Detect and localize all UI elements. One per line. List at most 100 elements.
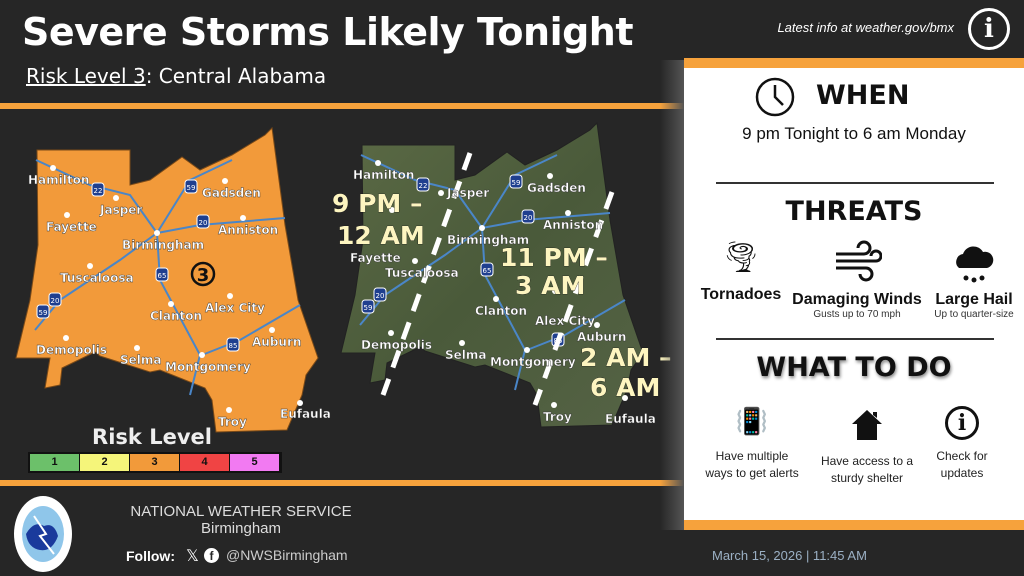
- city-label: Montgomery: [490, 355, 576, 369]
- threats-title: THREATS: [785, 196, 923, 227]
- shield-number: 20: [524, 214, 533, 222]
- interstate-shield: 59: [184, 179, 198, 194]
- todo-text: Check for: [936, 449, 988, 463]
- threat-label: Damaging Winds: [792, 291, 922, 308]
- interstate-shield: 20: [48, 292, 62, 307]
- legend-level-3: 3: [130, 454, 180, 471]
- city-label: Selma: [445, 348, 487, 362]
- info-icon[interactable]: i: [968, 8, 1010, 50]
- city-label: Auburn: [252, 335, 301, 349]
- risk-subtitle: Risk Level 3: Central Alabama: [26, 64, 326, 88]
- interstate-shield: 65: [480, 262, 494, 277]
- facebook-icon[interactable]: f: [204, 548, 219, 563]
- city-label: Hamilton: [353, 168, 414, 182]
- city-label: Eufaula: [280, 407, 331, 421]
- city-label: Alex City: [535, 314, 595, 328]
- legend-level-5: 5: [230, 454, 280, 471]
- nws-logo: [14, 496, 72, 572]
- shield-number: 65: [483, 267, 492, 275]
- city-dot: [134, 345, 140, 351]
- threat-label: Large Hail: [935, 291, 1013, 308]
- shield-number: 59: [512, 179, 521, 187]
- shield-number: 22: [94, 187, 103, 195]
- city-dot: [479, 225, 485, 231]
- todo-text: Have multiple: [715, 449, 789, 463]
- city-dot: [222, 178, 228, 184]
- city-label: Jasper: [446, 186, 489, 200]
- city-dot: [297, 400, 303, 406]
- city-dot: [168, 301, 174, 307]
- divider: [716, 338, 994, 340]
- threat-winds: Damaging Winds Gusts up to 70 mph: [786, 240, 928, 320]
- city-label: Montgomery: [165, 360, 251, 374]
- city-label: Troy: [218, 415, 247, 429]
- org-name: NATIONAL WEATHER SERVICE: [130, 503, 352, 520]
- shield-number: 20: [51, 297, 60, 305]
- city-label: Eufaula: [605, 412, 656, 426]
- tornado-icon: 🌪: [721, 241, 761, 274]
- legend-level-2: 2: [80, 454, 130, 471]
- threat-label: Tornadoes: [700, 286, 782, 303]
- city-label: Anniston: [543, 218, 603, 232]
- window-2-start: 11 PM –: [500, 243, 608, 272]
- office-name: Birmingham: [200, 520, 282, 537]
- city-dot: [594, 322, 600, 328]
- legend-level-4: 4: [180, 454, 230, 471]
- city-label: Hamilton: [28, 173, 89, 187]
- window-3-end: 6 AM: [590, 373, 660, 402]
- window-2-end: 3 AM: [515, 271, 585, 300]
- phone-alert-icon: 📳: [735, 406, 769, 436]
- todo-shelter: Have access to a sturdy shelter: [812, 406, 922, 487]
- risk-level-label: Risk Level 3: [26, 64, 146, 88]
- divider: [0, 480, 684, 486]
- city-dot: [226, 407, 232, 413]
- info-icon: i: [945, 406, 979, 440]
- city-dot: [227, 293, 233, 299]
- city-dot: [493, 296, 499, 302]
- x-icon[interactable]: 𝕏: [186, 548, 199, 565]
- issued-date: March 15, 2026 | 11:45 AM: [712, 548, 867, 563]
- footer-org: NATIONAL WEATHER SERVICE Birmingham: [126, 503, 356, 537]
- city-dot: [64, 212, 70, 218]
- info-link[interactable]: Latest info at weather.gov/bmx: [777, 20, 954, 35]
- social-handle[interactable]: @NWSBirmingham: [226, 547, 348, 563]
- interstate-shield: 20: [196, 214, 210, 229]
- legend-title: Risk Level: [92, 425, 212, 449]
- city-label: Birmingham: [447, 233, 529, 247]
- city-label: Birmingham: [122, 238, 204, 252]
- interstate-shield: 22: [416, 177, 430, 192]
- city-label: Fayette: [46, 220, 97, 234]
- interstate-shield: 20: [521, 209, 535, 224]
- window-1-end: 12 AM: [337, 221, 425, 250]
- clock-icon: [755, 77, 795, 117]
- todo-text: updates: [940, 466, 984, 480]
- city-dot: [87, 263, 93, 269]
- divider: [716, 182, 994, 184]
- legend-level-1: 1: [30, 454, 80, 471]
- city-dot: [565, 210, 571, 216]
- city-dot: [269, 327, 275, 333]
- todo-alerts: 📳 Have multiple ways to get alerts: [702, 406, 802, 482]
- risk-marker-label: 3: [197, 265, 210, 286]
- city-dot: [412, 258, 418, 264]
- city-label: Auburn: [577, 330, 626, 344]
- city-dot: [154, 230, 160, 236]
- window-3-start: 2 AM –: [580, 343, 672, 372]
- interstate-route: [156, 232, 202, 396]
- shield-number: 22: [419, 182, 428, 190]
- city-label: Clanton: [475, 304, 527, 318]
- city-dot: [113, 195, 119, 201]
- city-dot: [375, 160, 381, 166]
- info-panel: WHEN 9 pm Tonight to 6 am Monday THREATS…: [684, 68, 1024, 520]
- divider: [0, 103, 684, 109]
- todo-text: ways to get alerts: [705, 466, 799, 480]
- city-dot: [50, 165, 56, 171]
- panel-shadow: [660, 60, 684, 530]
- threat-detail: Gusts up to 70 mph: [813, 309, 901, 320]
- interstate-route: [35, 159, 158, 234]
- when-title: WHEN: [816, 80, 910, 111]
- hail-icon: [956, 246, 994, 283]
- storm-timing-lines: [380, 152, 615, 406]
- when-text: 9 pm Tonight to 6 am Monday: [742, 124, 966, 143]
- city-dot: [389, 207, 395, 213]
